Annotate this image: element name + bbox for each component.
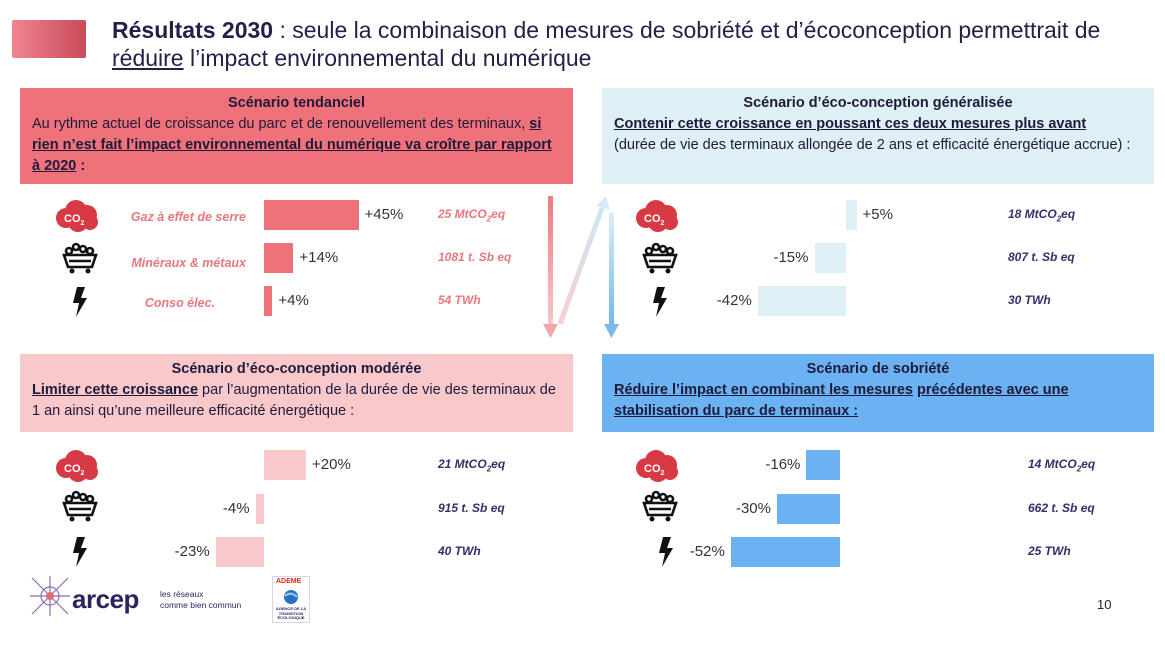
- tendanciel-bar-2: [264, 286, 273, 316]
- eco_generalisee-pct-1: -15%: [773, 249, 809, 266]
- sobriete-pct-1: -30%: [735, 500, 771, 517]
- lightning-icon: [70, 536, 90, 573]
- lightning-icon: [650, 286, 670, 323]
- indicator-label-ges: Gaz à effet de serre: [130, 210, 246, 224]
- tendanciel-bar-0: [264, 200, 359, 230]
- co2-cloud-icon: CO2: [54, 199, 100, 238]
- eco_moderee-bar-2: [215, 537, 264, 567]
- ademe-logo-text: ADEME: [276, 578, 302, 585]
- eco_generalisee-value-0: 18 MtCO2eq: [1008, 207, 1076, 224]
- arcep-logo-mark: [30, 576, 70, 616]
- tendanciel-bar-1: [264, 243, 294, 273]
- eco_moderee-bar-1: [255, 494, 264, 524]
- ademe-logo: AGENCE DE LA TRANSITION ÉCOLOGIQUE: [272, 576, 310, 623]
- arcep-tagline: les réseaux comme bien commun: [160, 589, 242, 610]
- tendanciel-pct-1: +14%: [299, 249, 339, 266]
- indicator-label-mineraux: Minéraux & métaux: [131, 256, 246, 270]
- eco_moderee-value-0: 21 MtCO2eq: [438, 457, 506, 474]
- eco_generalisee-bar-0: [846, 200, 857, 230]
- eco_generalisee-pct-0: +5%: [862, 206, 893, 223]
- svg-text:CO2: CO2: [64, 463, 85, 477]
- eco_moderee-bar-0: [264, 450, 306, 480]
- mine-cart-icon: [60, 240, 100, 279]
- tendanciel-value-1: 1081 t. Sb eq: [438, 250, 512, 264]
- co2-cloud-icon: CO2: [634, 199, 680, 238]
- mine-cart-icon: [60, 488, 100, 527]
- scenario-tendanciel-box: Scénario tendanciel Au rythme actuel de …: [20, 88, 573, 184]
- svg-text:CO2: CO2: [644, 463, 665, 477]
- sobriete-pct-0: -16%: [765, 456, 801, 473]
- scenario-tendanciel-text: Au rythme actuel de croissance du parc e…: [32, 116, 552, 174]
- arcep-logo: arcep: [72, 584, 139, 614]
- scenario-tendanciel-header: Scénario tendanciel: [228, 95, 365, 111]
- page-number: 10: [1097, 597, 1112, 612]
- co2-cloud-icon: CO2: [634, 449, 680, 488]
- tendanciel-value-0: 25 MtCO2eq: [438, 207, 506, 224]
- sobriete-bar-2: [730, 537, 840, 567]
- scenario-eco-generalisee-box: Scénario d’éco-conception généralisée Co…: [602, 88, 1154, 184]
- eco_generalisee-pct-2: -42%: [716, 292, 752, 309]
- sobriete-value-0: 14 MtCO2eq: [1028, 457, 1096, 474]
- eco_moderee-pct-1: -4%: [222, 500, 250, 517]
- tendanciel-pct-2: +4%: [278, 292, 309, 309]
- scenario-sobriete-text: Réduire l’impact en combinant les mesure…: [614, 382, 1069, 419]
- indicator-label-elec: Conso élec.: [144, 296, 215, 310]
- tendanciel-value-2: 54 TWh: [438, 293, 481, 307]
- eco_moderee-pct-2: -23%: [174, 543, 210, 560]
- mine-cart-icon: [640, 488, 680, 527]
- scenario-eco-moderee-box: Scénario d’éco-conception modérée Limite…: [20, 354, 573, 432]
- sobriete-bar-0: [806, 450, 840, 480]
- scenario-eco-moderee-header: Scénario d’éco-conception modérée: [171, 361, 422, 377]
- title-decoration: [12, 20, 86, 58]
- sobriete-bar-1: [777, 494, 840, 524]
- eco_generalisee-value-2: 30 TWh: [1008, 293, 1051, 307]
- page-title: Résultats 2030 : seule la combinaison de…: [112, 17, 1101, 71]
- sobriete-value-2: 25 TWh: [1028, 544, 1071, 558]
- scenario-eco-generalisee-text: Contenir cette croissance en poussant ce…: [614, 116, 1131, 153]
- mine-cart-icon: [640, 240, 680, 279]
- scenario-eco-moderee-text: Limiter cette croissance par l’augmentat…: [32, 382, 556, 419]
- svg-text:CO2: CO2: [64, 213, 85, 227]
- eco_generalisee-bar-2: [757, 286, 846, 316]
- eco_moderee-value-1: 915 t. Sb eq: [438, 501, 505, 515]
- svg-text:CO2: CO2: [644, 213, 665, 227]
- lightning-icon: [656, 536, 676, 573]
- scenario-eco-generalisee-header: Scénario d’éco-conception généralisée: [743, 95, 1013, 111]
- scenario-sobriete-box: Scénario de sobriété Réduire l’impact en…: [602, 354, 1154, 432]
- eco_moderee-pct-0: +20%: [312, 456, 351, 473]
- scenario-transition-arrows: [543, 196, 619, 338]
- sobriete-pct-2: -52%: [689, 543, 725, 560]
- scenario-sobriete-header: Scénario de sobriété: [806, 361, 950, 377]
- tendanciel-pct-0: +45%: [364, 206, 404, 223]
- lightning-icon: [70, 286, 90, 323]
- eco_moderee-value-2: 40 TWh: [438, 544, 481, 558]
- eco_generalisee-value-1: 807 t. Sb eq: [1008, 250, 1075, 264]
- co2-cloud-icon: CO2: [54, 449, 100, 488]
- sobriete-value-1: 662 t. Sb eq: [1028, 501, 1095, 515]
- eco_generalisee-bar-1: [814, 243, 846, 273]
